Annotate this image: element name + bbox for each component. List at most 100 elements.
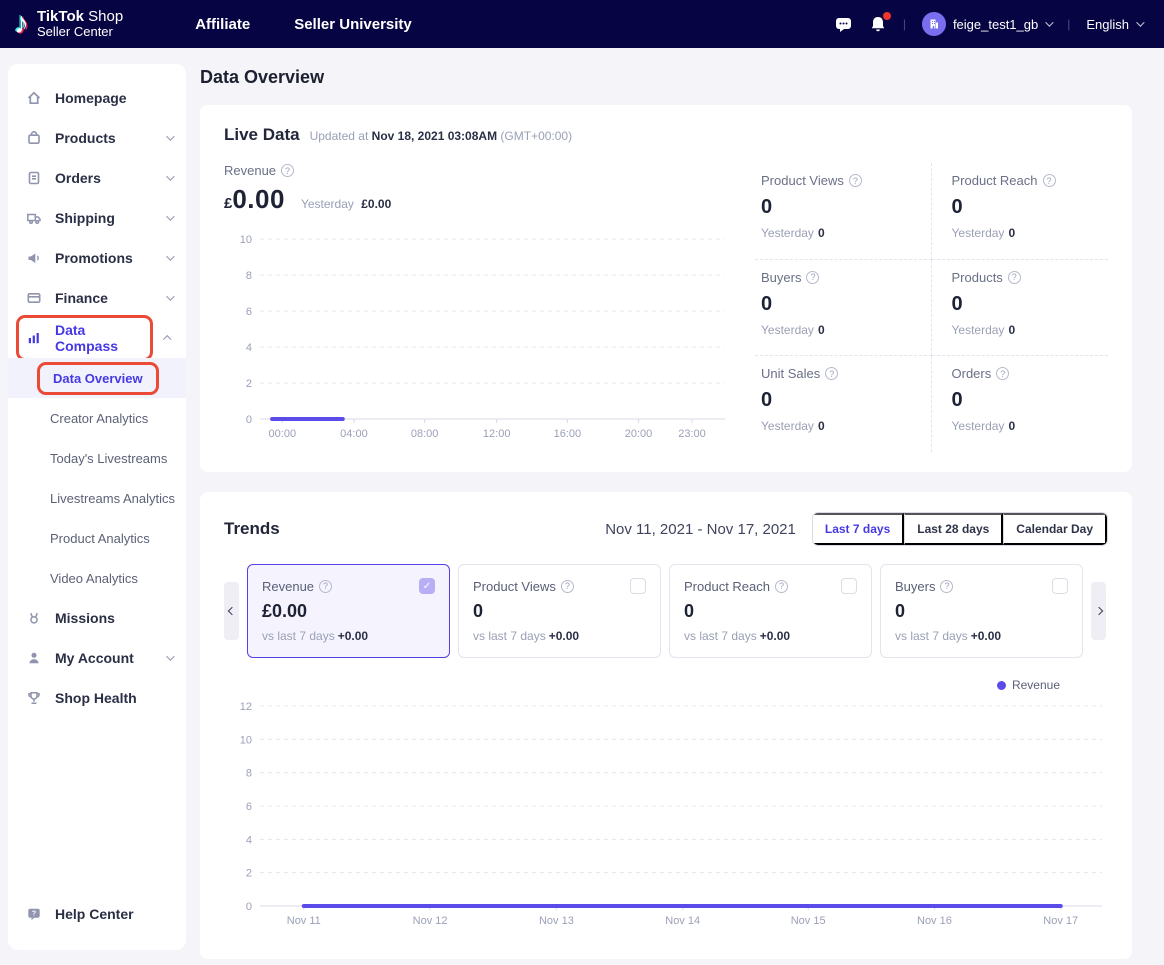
- annotation-box-data-overview: Data Overview: [37, 362, 159, 395]
- sidebar-subitem-label: Today's Livestreams: [50, 451, 167, 466]
- sidebar-item-label: Shipping: [55, 210, 115, 226]
- svg-text:4: 4: [246, 834, 252, 846]
- metric-value: 0: [952, 196, 1099, 219]
- chart-legend: Revenue: [224, 678, 1060, 692]
- missions-icon: [26, 610, 42, 626]
- range-button-calendar-day[interactable]: Calendar Day: [1003, 513, 1107, 545]
- trend-card-value: 0: [473, 601, 646, 622]
- sidebar-item-data-compass[interactable]: Data Compass: [8, 318, 186, 358]
- svg-text:08:00: 08:00: [411, 428, 439, 440]
- sidebar-item-my-account[interactable]: My Account: [8, 638, 186, 678]
- nav-link-affiliate[interactable]: Affiliate: [195, 16, 250, 33]
- trend-card-revenue[interactable]: Revenue £0.00 vs last 7 days+0.00: [247, 564, 450, 658]
- sidebar-item-orders[interactable]: Orders: [8, 158, 186, 198]
- metric-unit-sales: Unit Sales 0 Yesterday0: [755, 356, 932, 452]
- trend-card-checkbox[interactable]: [630, 578, 646, 594]
- data-compass-icon: [26, 330, 42, 346]
- metric-product-reach: Product Reach 0 Yesterday0: [932, 163, 1109, 260]
- language-selector[interactable]: English: [1086, 17, 1142, 32]
- chevron-down-icon: [166, 212, 174, 220]
- sidebar-subitem-creator-analytics[interactable]: Creator Analytics: [8, 398, 186, 438]
- sidebar-item-products[interactable]: Products: [8, 118, 186, 158]
- nav-divider: [903, 15, 906, 33]
- nav-link-seller-university[interactable]: Seller University: [294, 16, 412, 33]
- sidebar-subitem-label: Creator Analytics: [50, 411, 148, 426]
- range-button-last-7-days[interactable]: Last 7 days: [813, 513, 904, 545]
- account-icon: [26, 650, 42, 666]
- svg-text:20:00: 20:00: [625, 428, 653, 440]
- chevron-down-icon: [166, 172, 174, 180]
- scroll-right-button[interactable]: [1091, 582, 1106, 640]
- metric-buyers: Buyers 0 Yesterday0: [755, 260, 932, 357]
- metric-label: Product Reach: [952, 173, 1038, 188]
- trend-card-compare: vs last 7 days+0.00: [262, 629, 435, 643]
- trend-card-product-views[interactable]: Product Views 0 vs last 7 days+0.00: [458, 564, 661, 658]
- sidebar-item-shipping[interactable]: Shipping: [8, 198, 186, 238]
- help-tooltip-icon[interactable]: [849, 174, 862, 187]
- sidebar-item-label: Missions: [55, 610, 115, 626]
- sidebar-item-finance[interactable]: Finance: [8, 278, 186, 318]
- trend-card-compare: vs last 7 days+0.00: [473, 629, 646, 643]
- help-tooltip-icon[interactable]: [1008, 271, 1021, 284]
- scroll-left-button[interactable]: [224, 582, 239, 640]
- language-label: English: [1086, 17, 1129, 32]
- help-tooltip-icon[interactable]: [996, 367, 1009, 380]
- trend-card-label: Buyers: [895, 579, 935, 594]
- range-button-last-28-days[interactable]: Last 28 days: [904, 513, 1003, 545]
- sidebar-subitem-video-analytics[interactable]: Video Analytics: [8, 558, 186, 598]
- trends-revenue-chart: 024681012Nov 11Nov 12Nov 13Nov 14Nov 15N…: [224, 696, 1108, 939]
- sidebar-item-label: Help Center: [55, 906, 134, 922]
- trends-card: Trends Nov 11, 2021 - Nov 17, 2021 Last …: [200, 492, 1132, 959]
- trend-card-label: Product Reach: [684, 579, 770, 594]
- sidebar-item-missions[interactable]: Missions: [8, 598, 186, 638]
- help-tooltip-icon[interactable]: [940, 580, 953, 593]
- sidebar-subitem-todays-livestreams[interactable]: Today's Livestreams: [8, 438, 186, 478]
- date-range: Nov 11, 2021 - Nov 17, 2021: [605, 521, 796, 538]
- trend-card-buyers[interactable]: Buyers 0 vs last 7 days+0.00: [880, 564, 1083, 658]
- help-tooltip-icon[interactable]: [561, 580, 574, 593]
- page-title: Data Overview: [200, 67, 1132, 88]
- help-tooltip-icon[interactable]: [825, 367, 838, 380]
- help-tooltip-icon[interactable]: [319, 580, 332, 593]
- user-menu[interactable]: feige_test1_gb: [922, 12, 1051, 36]
- revenue-yesterday: Yesterday £0.00: [301, 197, 391, 211]
- sidebar-subitem-data-overview[interactable]: Data Overview: [8, 358, 186, 398]
- top-navbar: ♪ TikTok Shop Seller Center Affiliate Se…: [0, 0, 1164, 48]
- sidebar-subitem-label: Video Analytics: [50, 571, 138, 586]
- help-tooltip-icon[interactable]: [775, 580, 788, 593]
- sidebar-subitem-product-analytics[interactable]: Product Analytics: [8, 518, 186, 558]
- sidebar-item-label: Shop Health: [55, 690, 137, 706]
- help-tooltip-icon[interactable]: [1043, 174, 1056, 187]
- message-icon[interactable]: [834, 15, 853, 34]
- sidebar-subitem-livestreams-analytics[interactable]: Livestreams Analytics: [8, 478, 186, 518]
- sidebar-item-promotions[interactable]: Promotions: [8, 238, 186, 278]
- svg-text:10: 10: [240, 234, 252, 246]
- help-tooltip-icon[interactable]: [806, 271, 819, 284]
- chevron-down-icon: [1045, 18, 1053, 26]
- metric-yesterday: Yesterday0: [761, 226, 921, 240]
- tiktok-note-icon: ♪: [14, 9, 29, 39]
- notification-bell-icon[interactable]: [869, 15, 887, 34]
- trend-card-value: £0.00: [262, 601, 435, 622]
- chevron-down-icon: [166, 132, 174, 140]
- trend-card-product-reach[interactable]: Product Reach 0 vs last 7 days+0.00: [669, 564, 872, 658]
- svg-text:12:00: 12:00: [483, 428, 511, 440]
- metric-yesterday: Yesterday0: [761, 323, 921, 337]
- metric-value: 0: [761, 293, 921, 316]
- revenue-currency: £: [224, 195, 232, 212]
- nav-divider: [1067, 15, 1070, 33]
- trend-card-checkbox[interactable]: [1052, 578, 1068, 594]
- live-revenue-chart: 024681000:0004:0008:0012:0016:0020:0023:…: [224, 229, 731, 452]
- home-icon: [26, 90, 42, 106]
- svg-text:Nov 13: Nov 13: [539, 915, 574, 927]
- trend-card-checkbox[interactable]: [841, 578, 857, 594]
- sidebar-item-homepage[interactable]: Homepage: [8, 78, 186, 118]
- help-tooltip-icon[interactable]: [281, 164, 294, 177]
- sidebar-item-help-center[interactable]: ? Help Center: [8, 894, 186, 934]
- trend-card-checkbox[interactable]: [419, 578, 435, 594]
- metric-value: 0: [952, 293, 1099, 316]
- sidebar-item-shop-health[interactable]: Shop Health: [8, 678, 186, 718]
- svg-text:8: 8: [246, 270, 252, 282]
- products-icon: [26, 130, 42, 146]
- orders-icon: [26, 170, 42, 186]
